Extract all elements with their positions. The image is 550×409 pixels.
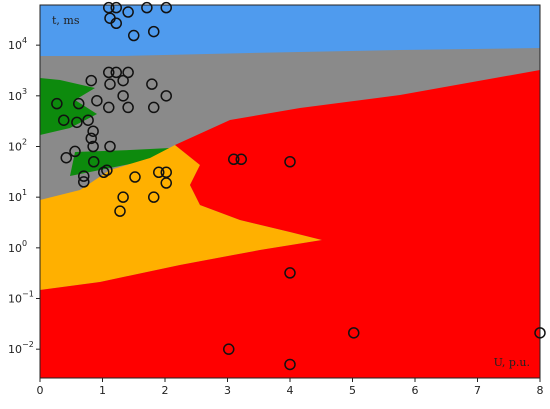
y-tick-base: 10 xyxy=(8,343,22,356)
point xyxy=(284,358,296,371)
y-tick-base: 10 xyxy=(8,293,22,306)
point xyxy=(117,191,129,203)
y-tick-label: 10 xyxy=(8,242,22,255)
point xyxy=(122,66,134,79)
point xyxy=(160,1,172,14)
point xyxy=(71,116,83,129)
point xyxy=(78,176,90,188)
green-region xyxy=(70,148,170,176)
point xyxy=(148,101,160,114)
point xyxy=(87,140,99,153)
point xyxy=(87,125,99,137)
y-axis-label: t, ms xyxy=(52,14,80,27)
point xyxy=(146,78,158,90)
point xyxy=(141,1,153,14)
yellow-region xyxy=(40,145,322,290)
point xyxy=(160,90,172,102)
x-tick-label: 6 xyxy=(412,384,419,397)
point xyxy=(129,171,141,183)
point xyxy=(284,156,296,168)
y-tick-base: 10 xyxy=(8,39,22,52)
x-tick-label: 0 xyxy=(37,384,44,397)
x-tick-label: 8 xyxy=(537,384,544,397)
point xyxy=(101,164,113,176)
point xyxy=(104,78,116,90)
point xyxy=(228,153,240,166)
point xyxy=(91,94,103,107)
point xyxy=(60,151,72,164)
blue-region xyxy=(40,5,540,56)
point xyxy=(51,97,63,110)
y-tick-exponent: 3 xyxy=(22,87,27,96)
point xyxy=(104,140,116,153)
x-tick-label: 4 xyxy=(287,384,294,397)
point xyxy=(110,66,122,79)
point xyxy=(534,327,546,339)
point xyxy=(110,17,122,30)
x-tick-label: 2 xyxy=(162,384,169,397)
y-tick-label: 10 xyxy=(8,90,22,103)
point xyxy=(160,177,172,189)
x-axis-label: U, p.u. xyxy=(494,356,530,369)
point xyxy=(223,343,235,355)
point xyxy=(117,90,129,102)
y-tick-exponent: 2 xyxy=(22,137,27,146)
point xyxy=(103,101,115,114)
point xyxy=(117,74,129,87)
y-tick-exponent: −1 xyxy=(22,290,34,299)
point xyxy=(85,74,97,87)
point xyxy=(69,145,81,158)
point xyxy=(82,114,94,126)
point xyxy=(114,205,126,217)
point xyxy=(148,191,160,203)
point xyxy=(122,6,134,18)
y-tick-base: 10 xyxy=(8,242,22,255)
point xyxy=(160,166,172,179)
regions xyxy=(39,4,541,379)
y-tick-label: 10 xyxy=(8,39,22,52)
point xyxy=(153,166,165,179)
y-tick-exponent: 1 xyxy=(22,188,27,197)
point xyxy=(148,25,160,38)
point xyxy=(78,170,90,182)
y-tick-exponent: 0 xyxy=(22,239,27,248)
point xyxy=(73,97,85,110)
x-tick-label: 1 xyxy=(99,384,106,397)
point xyxy=(85,132,97,145)
y-tick-label: 10 xyxy=(8,140,22,153)
y-tick-exponent: 4 xyxy=(22,36,27,45)
y-tick-base: 10 xyxy=(8,140,22,153)
point xyxy=(58,114,70,126)
point xyxy=(88,156,100,168)
y-tick-label: 10 xyxy=(8,191,22,204)
y-tick-label: 10 xyxy=(8,343,22,356)
point xyxy=(103,66,115,79)
point xyxy=(128,29,140,42)
y-tick-base: 10 xyxy=(8,191,22,204)
x-tick-label: 7 xyxy=(474,384,481,397)
x-tick-label: 3 xyxy=(224,384,231,397)
point xyxy=(110,1,122,14)
y-tick-exponent: −2 xyxy=(22,340,34,349)
point xyxy=(348,327,360,339)
y-tick-label: 10 xyxy=(8,293,22,306)
red-region xyxy=(40,70,540,378)
x-tick-label: 5 xyxy=(349,384,356,397)
point xyxy=(235,153,247,166)
point xyxy=(284,267,296,279)
point xyxy=(122,101,134,114)
y-tick-base: 10 xyxy=(8,90,22,103)
